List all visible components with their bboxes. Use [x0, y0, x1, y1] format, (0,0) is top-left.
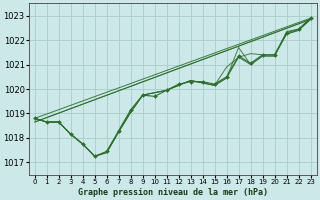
X-axis label: Graphe pression niveau de la mer (hPa): Graphe pression niveau de la mer (hPa)	[78, 188, 268, 197]
